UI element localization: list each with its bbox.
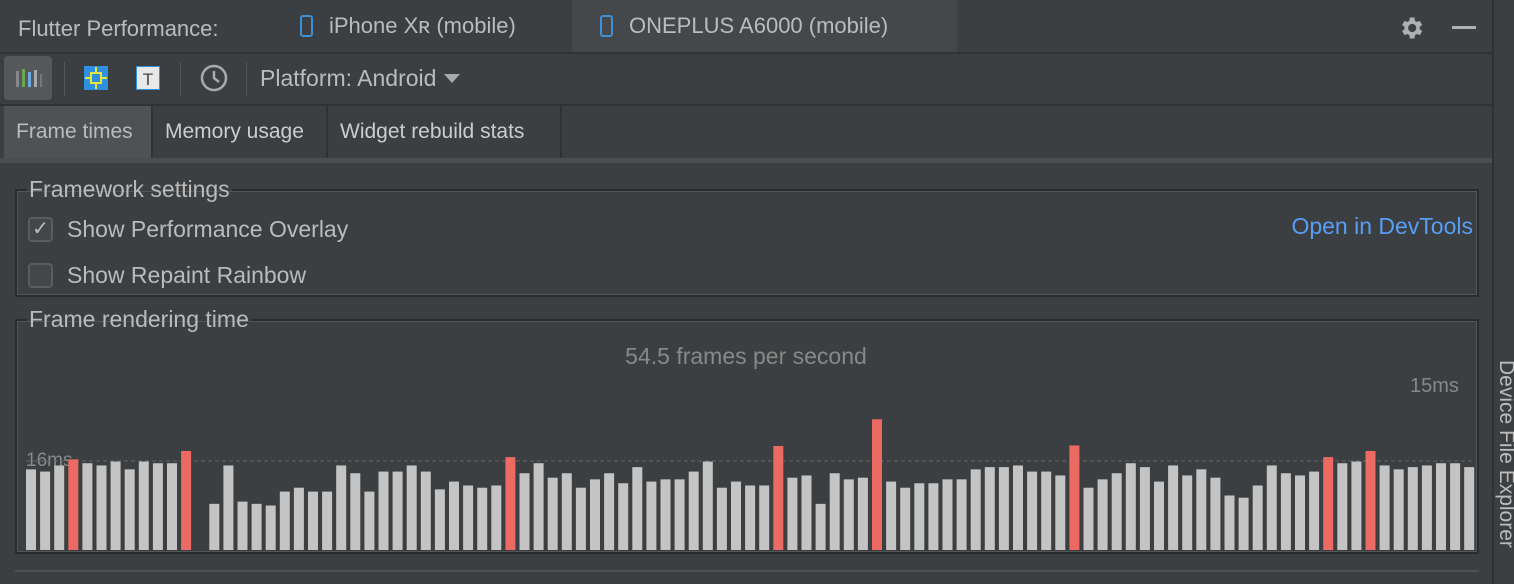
tab-label: Widget rebuild stats — [340, 120, 525, 143]
tab-memory-usage[interactable]: Memory usage — [153, 106, 328, 158]
checkbox-checked-icon: ✓ — [28, 217, 53, 242]
show-repaint-rainbow-checkbox[interactable]: Show Repaint Rainbow — [28, 262, 306, 289]
tab-label: Memory usage — [165, 120, 304, 143]
phone-icon — [300, 15, 313, 37]
right-tool-strip — [1492, 0, 1514, 584]
tool-window-header: Flutter Performance: iPhone Xʀ (mobile) … — [0, 0, 1492, 54]
toolbar: T Platform: Android — [0, 54, 1492, 106]
tab-frame-times[interactable]: Frame times — [4, 106, 153, 158]
threshold-label: 16ms — [26, 450, 73, 471]
fps-label: 54.5 frames per second — [625, 343, 867, 369]
frame-rendering-title: Frame rendering time — [29, 306, 249, 332]
checkbox-label: Show Repaint Rainbow — [67, 262, 307, 288]
tab-label: Frame times — [16, 120, 133, 143]
tool-window-title: Flutter Performance: — [18, 16, 219, 41]
device-tab-label: iPhone Xʀ (mobile) — [329, 13, 516, 38]
show-performance-overlay-checkbox[interactable]: ✓ Show Performance Overlay — [28, 216, 348, 243]
slow-animations-button[interactable] — [190, 56, 238, 100]
performance-overlay-button[interactable] — [4, 56, 52, 100]
gear-icon[interactable] — [1397, 14, 1425, 42]
performance-overlay-icon — [16, 69, 42, 87]
platform-label: Platform: Android — [260, 65, 437, 91]
debug-paint-icon — [84, 66, 108, 90]
device-tab-oneplus[interactable]: ONEPLUS A6000 (mobile) — [572, 0, 957, 52]
text-baseline-button[interactable]: T — [124, 56, 172, 100]
max-frame-time-label: 15ms — [1410, 375, 1459, 397]
device-tab-label: ONEPLUS A6000 (mobile) — [629, 13, 889, 38]
debug-paint-button[interactable] — [72, 56, 120, 100]
frame-rendering-group: Frame rendering time — [15, 306, 1479, 554]
device-file-explorer-tab[interactable]: Device File Explorer — [1495, 360, 1514, 548]
framework-settings-title: Framework settings — [29, 176, 230, 202]
minimize-icon[interactable] — [1452, 26, 1476, 29]
panel-tabs: Frame times Memory usage Widget rebuild … — [0, 106, 1492, 163]
open-in-devtools-link[interactable]: Open in DevTools — [1291, 213, 1473, 239]
tab-widget-rebuild-stats[interactable]: Widget rebuild stats — [328, 106, 562, 158]
toolbar-divider — [246, 62, 247, 96]
checkbox-label: Show Performance Overlay — [67, 216, 349, 242]
slow-animations-clock-icon — [200, 64, 228, 92]
platform-dropdown[interactable]: Platform: Android — [260, 65, 461, 92]
chevron-down-icon — [444, 74, 461, 83]
framework-settings-group: Framework settings — [15, 176, 1479, 297]
checkbox-unchecked-icon — [28, 263, 53, 288]
toolbar-divider — [64, 62, 65, 96]
divider — [15, 570, 1479, 572]
device-tab-iphone[interactable]: iPhone Xʀ (mobile) — [290, 0, 570, 52]
phone-icon — [600, 15, 613, 37]
text-baseline-icon: T — [136, 66, 160, 90]
toolbar-divider — [180, 62, 181, 96]
svg-text:T: T — [143, 70, 153, 89]
